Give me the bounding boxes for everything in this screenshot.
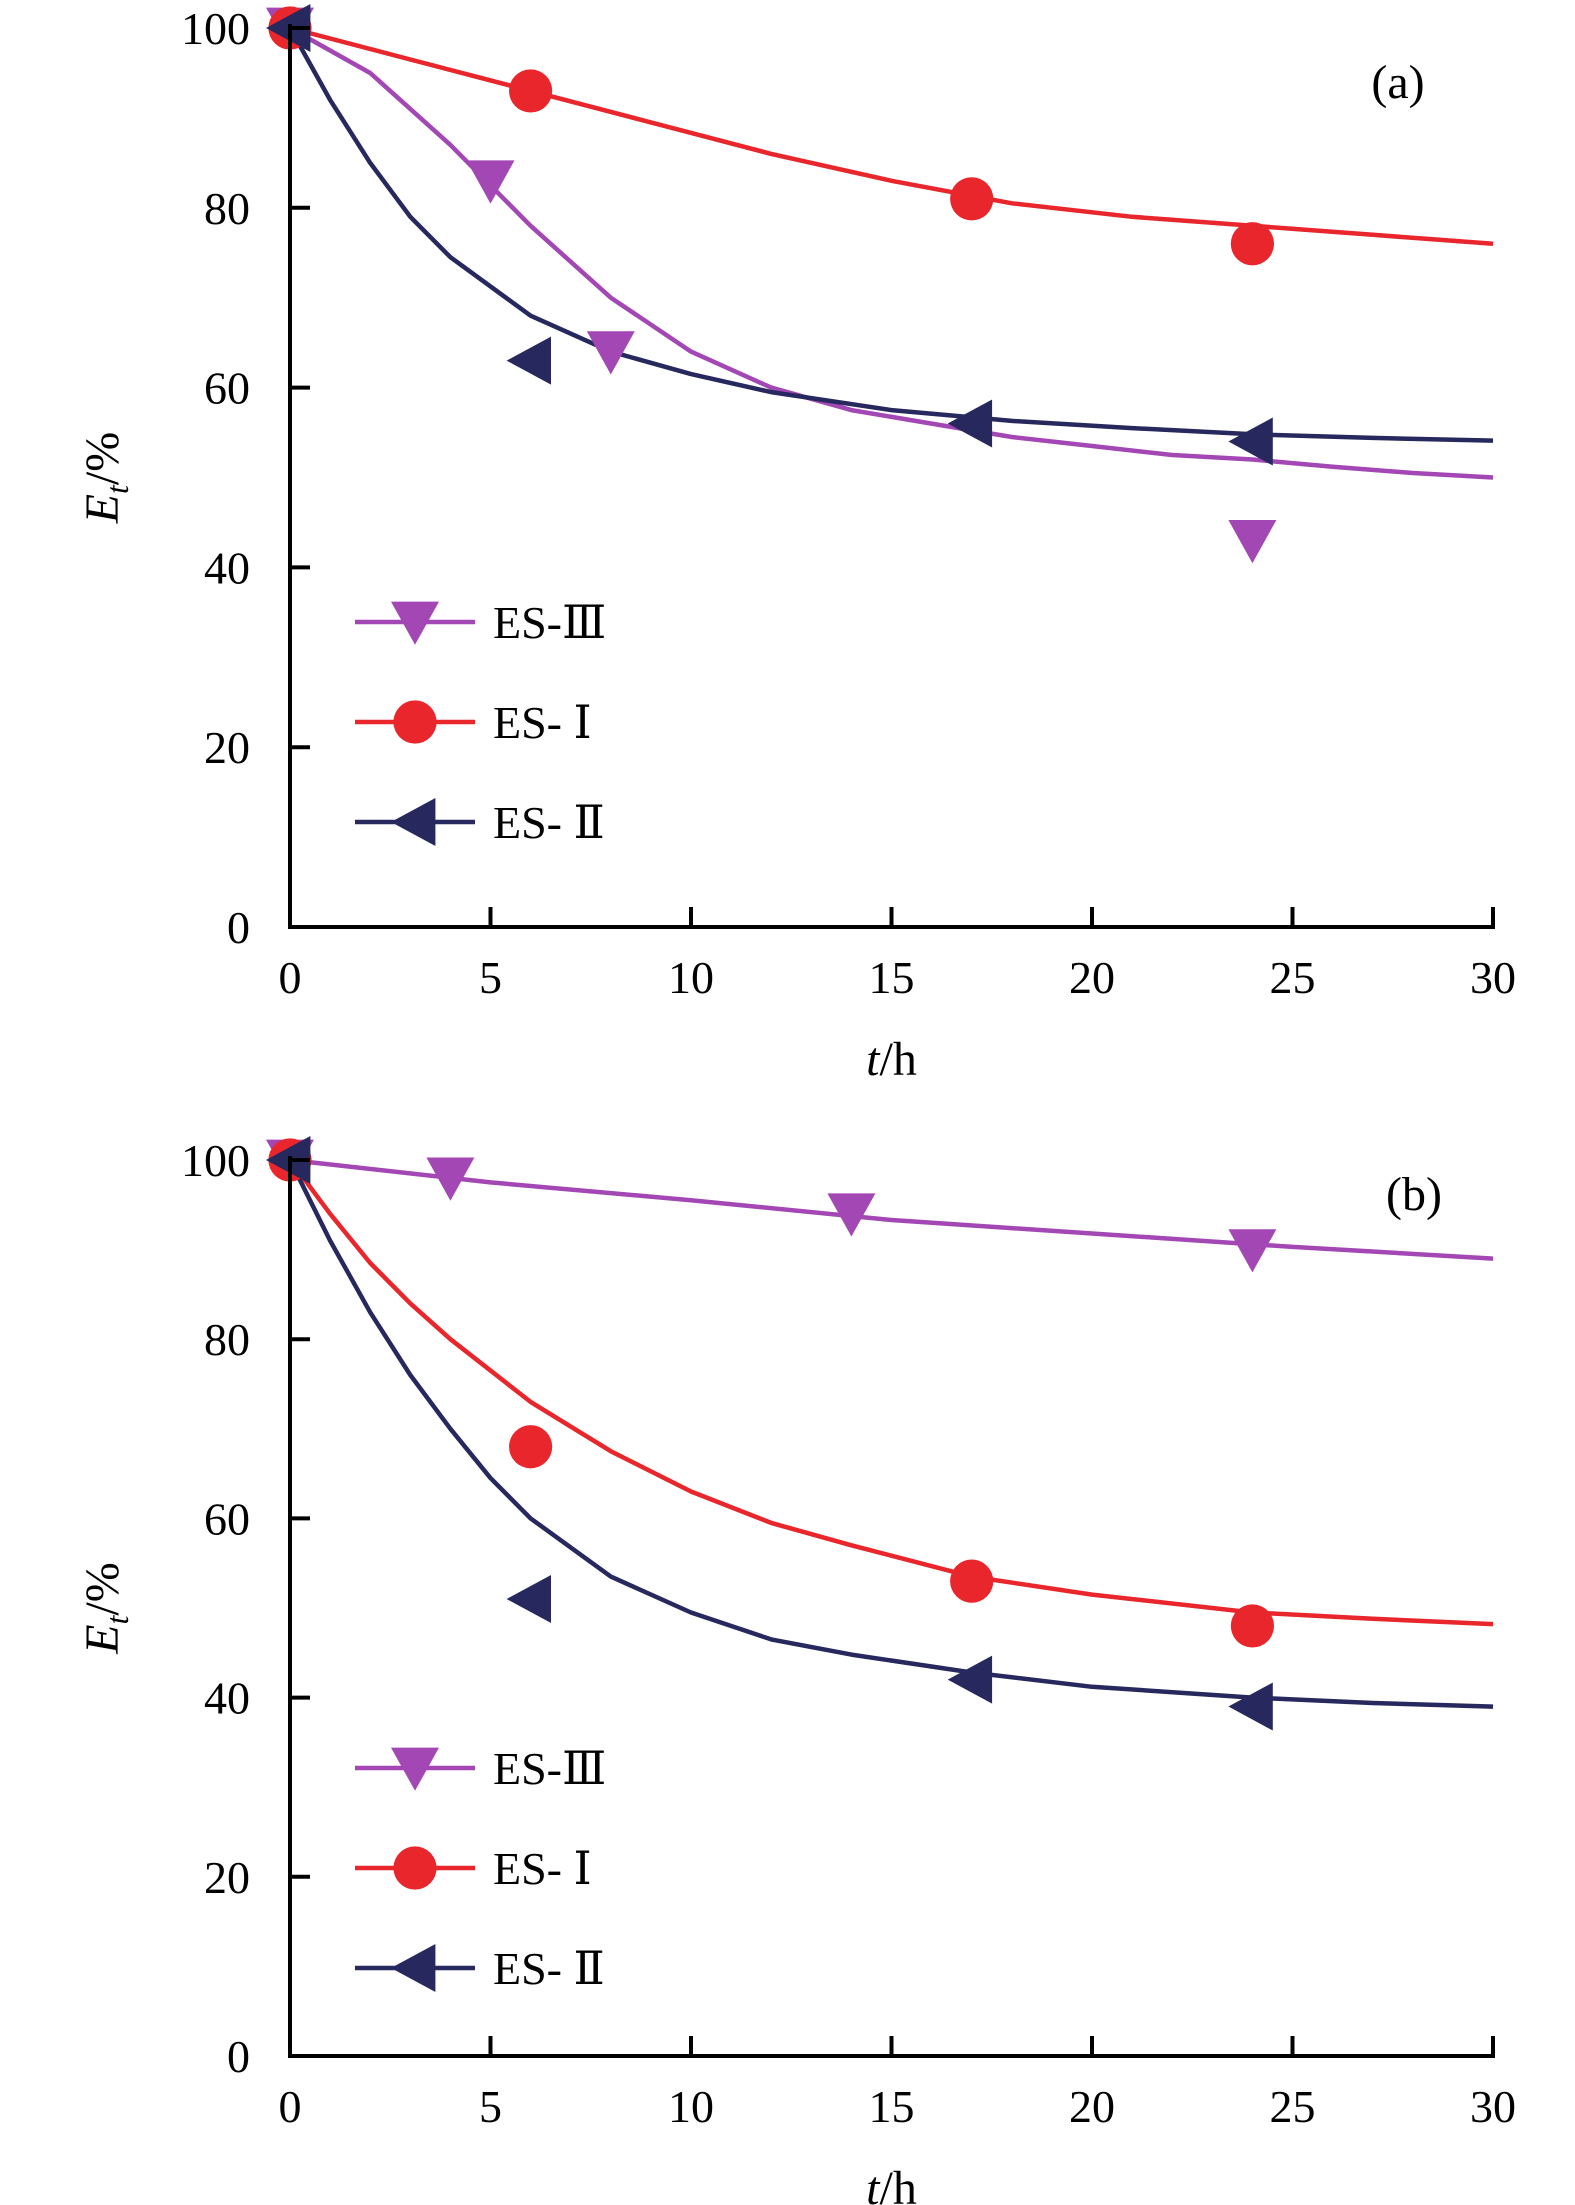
legend-label-1: ES- Ⅰ <box>493 1843 592 1894</box>
data-point-2-2 <box>947 1655 993 1704</box>
data-point-1-1 <box>508 1425 553 1469</box>
chart-panel-b: 0 5 10 15 20 25 30020406080100t/hEt/%(b)ES-ⅢES… <box>76 1135 1516 2205</box>
series-line-2 <box>287 1158 1494 1709</box>
panel-label: (a) <box>1371 56 1424 109</box>
data-point-1-1 <box>508 69 553 113</box>
x-tick-label-1: 5 <box>479 2081 502 2132</box>
chart-panel-a: 0 5 10 15 20 25 30020406080100t/hEt/%(a)ES-ⅢES… <box>76 3 1516 1086</box>
legend-marker-2 <box>391 1944 436 1992</box>
x-axis-label: t/h <box>866 1033 917 1086</box>
legend-marker-1 <box>393 1846 437 1890</box>
data-point-0-2 <box>586 331 635 375</box>
legend: ES-Ⅲ ES- Ⅰ ES- Ⅱ <box>355 1743 606 1994</box>
x-tick-label-1: 5 <box>479 952 502 1003</box>
y-tick-label-0: 0 <box>227 2031 250 2082</box>
legend-label-2: ES- Ⅱ <box>493 1943 605 1994</box>
x-tick-label-2: 10 <box>668 952 714 1003</box>
series-line-1 <box>289 25 1494 247</box>
data-point-2-2 <box>947 399 993 448</box>
y-tick-label-3: 60 <box>204 363 250 414</box>
y-tick-label-5: 100 <box>181 1135 250 1186</box>
y-axis-label: Et/% <box>76 1562 135 1655</box>
data-point-2-3 <box>1228 1682 1273 1731</box>
y-tick-label-1: 20 <box>204 1852 250 1903</box>
data-point-2-1 <box>506 1575 551 1624</box>
series-line-0 <box>289 1157 1494 1261</box>
data-point-1-2 <box>950 1559 994 1603</box>
data-point-1-2 <box>950 177 994 221</box>
x-axis-label: t/h <box>866 2162 917 2205</box>
x-tick-label-2: 10 <box>668 2081 714 2132</box>
x-tick-label-4: 20 <box>1069 952 1115 1003</box>
y-tick-label-5: 100 <box>181 3 250 54</box>
y-tick-label-1: 20 <box>204 722 250 773</box>
legend-label-0: ES-Ⅲ <box>493 597 606 648</box>
legend-marker-1 <box>393 700 437 744</box>
x-tick-label-0: 0 <box>279 952 302 1003</box>
y-tick-label-0: 0 <box>227 902 250 953</box>
legend: ES-Ⅲ ES- Ⅰ ES- Ⅱ <box>355 597 606 848</box>
legend-label-1: ES- Ⅰ <box>493 697 592 748</box>
x-tick-label-3: 15 <box>869 2081 915 2132</box>
series-line-1 <box>288 1158 1494 1627</box>
data-point-0-3 <box>1228 1229 1277 1273</box>
data-point-0-3 <box>1228 520 1277 564</box>
data-point-0-2 <box>827 1193 876 1237</box>
panel-label: (b) <box>1386 1168 1442 1221</box>
legend-label-0: ES-Ⅲ <box>493 1743 606 1794</box>
x-tick-label-5: 25 <box>1270 952 1316 1003</box>
y-tick-label-2: 40 <box>204 542 250 593</box>
y-axis-label: Et/% <box>76 432 135 525</box>
y-tick-label-4: 80 <box>204 1314 250 1365</box>
legend-marker-2 <box>391 798 436 846</box>
data-point-0-1 <box>466 160 515 204</box>
y-tick-label-3: 60 <box>204 1493 250 1544</box>
data-point-0-1 <box>426 1157 475 1201</box>
data-point-2-1 <box>506 336 551 385</box>
data-point-1-3 <box>1230 222 1274 266</box>
series-line-2 <box>288 26 1494 443</box>
x-tick-label-6: 30 <box>1470 2081 1516 2132</box>
legend-marker-0 <box>391 1747 439 1791</box>
x-tick-label-4: 20 <box>1069 2081 1115 2132</box>
legend-marker-0 <box>391 601 439 645</box>
x-tick-label-3: 15 <box>869 952 915 1003</box>
legend-label-2: ES- Ⅱ <box>493 797 605 848</box>
data-point-1-3 <box>1230 1604 1274 1648</box>
data-point-2-3 <box>1228 417 1273 466</box>
x-tick-label-5: 25 <box>1270 2081 1316 2132</box>
y-tick-label-2: 40 <box>204 1673 250 1724</box>
y-tick-label-4: 80 <box>204 183 250 234</box>
x-tick-label-0: 0 <box>279 2081 302 2132</box>
x-tick-label-6: 30 <box>1470 952 1516 1003</box>
